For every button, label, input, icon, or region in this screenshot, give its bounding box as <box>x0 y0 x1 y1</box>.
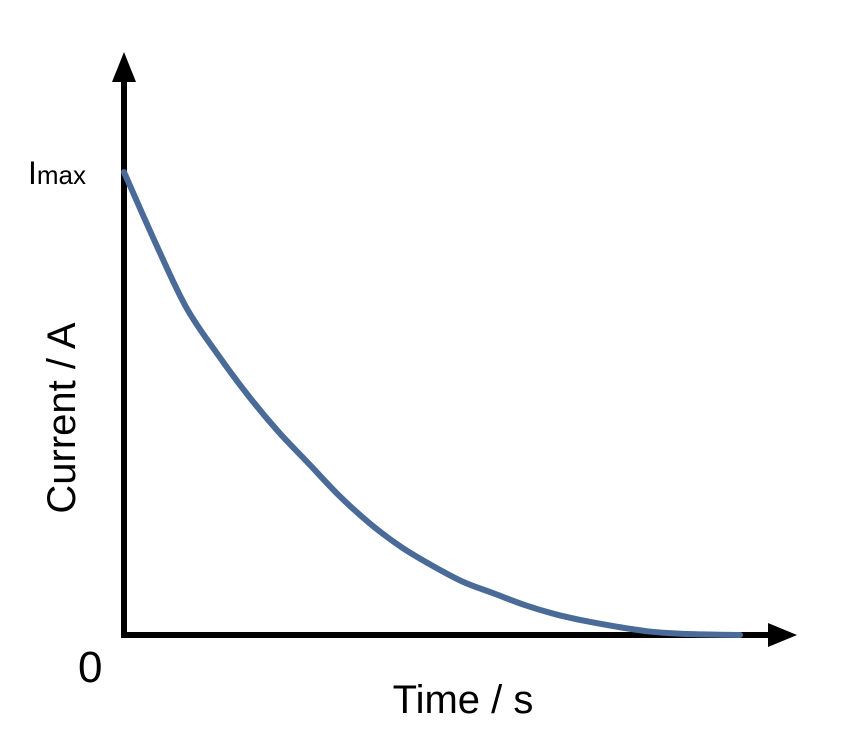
y-axis-label: Current / A <box>40 322 84 514</box>
y-axis-arrowhead <box>112 52 136 82</box>
x-axis-arrowhead <box>768 623 797 647</box>
y-top-label-sub: max <box>37 160 86 190</box>
x-axis-label: Time / s <box>393 678 534 722</box>
origin-label: 0 <box>78 643 102 692</box>
series-line <box>121 169 743 638</box>
y-top-label: Imax <box>28 155 86 191</box>
y-top-label-main: I <box>28 155 37 191</box>
